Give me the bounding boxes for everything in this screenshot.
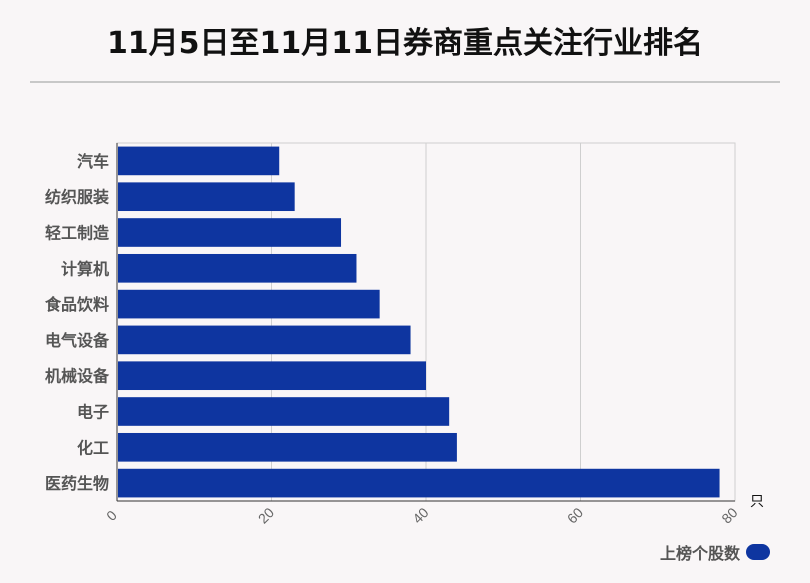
x-tick-labels: 0 20 40 60 80 — [103, 504, 741, 526]
legend-label: 上榜个股数 — [659, 544, 740, 563]
category-label: 机械设备 — [45, 367, 110, 386]
bar[interactable] — [118, 432, 457, 462]
x-tick-label: 0 — [103, 507, 120, 524]
bars — [118, 146, 720, 498]
category-label: 医药生物 — [45, 474, 109, 493]
category-label: 计算机 — [61, 259, 109, 278]
category-label: 纺织服装 — [45, 188, 109, 207]
legend-swatch — [746, 544, 770, 560]
title-divider — [30, 81, 780, 83]
legend[interactable]: 上榜个股数 — [660, 540, 770, 564]
x-tick-label: 40 — [409, 504, 431, 526]
bar[interactable] — [118, 397, 450, 426]
bar[interactable] — [118, 468, 720, 498]
category-label: 电气设备 — [45, 331, 110, 350]
category-label: 电子 — [77, 403, 109, 422]
bar[interactable] — [118, 325, 411, 355]
bar[interactable] — [118, 146, 280, 176]
category-label: 化工 — [77, 438, 109, 457]
bar[interactable] — [118, 289, 380, 319]
category-label: 汽车 — [77, 152, 109, 171]
chart-title: 11月5日至11月11日券商重点关注行业排名 — [106, 26, 704, 61]
x-tick-label: 20 — [255, 504, 277, 526]
bar[interactable] — [118, 218, 342, 247]
x-tick-label: 80 — [718, 504, 740, 526]
category-label: 轻工制造 — [45, 224, 110, 243]
x-unit-label: 只 — [750, 494, 764, 510]
bar[interactable] — [118, 253, 357, 283]
bar[interactable] — [118, 182, 295, 212]
x-tick-label: 60 — [564, 504, 586, 526]
bar[interactable] — [118, 361, 426, 391]
category-label: 食品饮料 — [44, 295, 109, 314]
